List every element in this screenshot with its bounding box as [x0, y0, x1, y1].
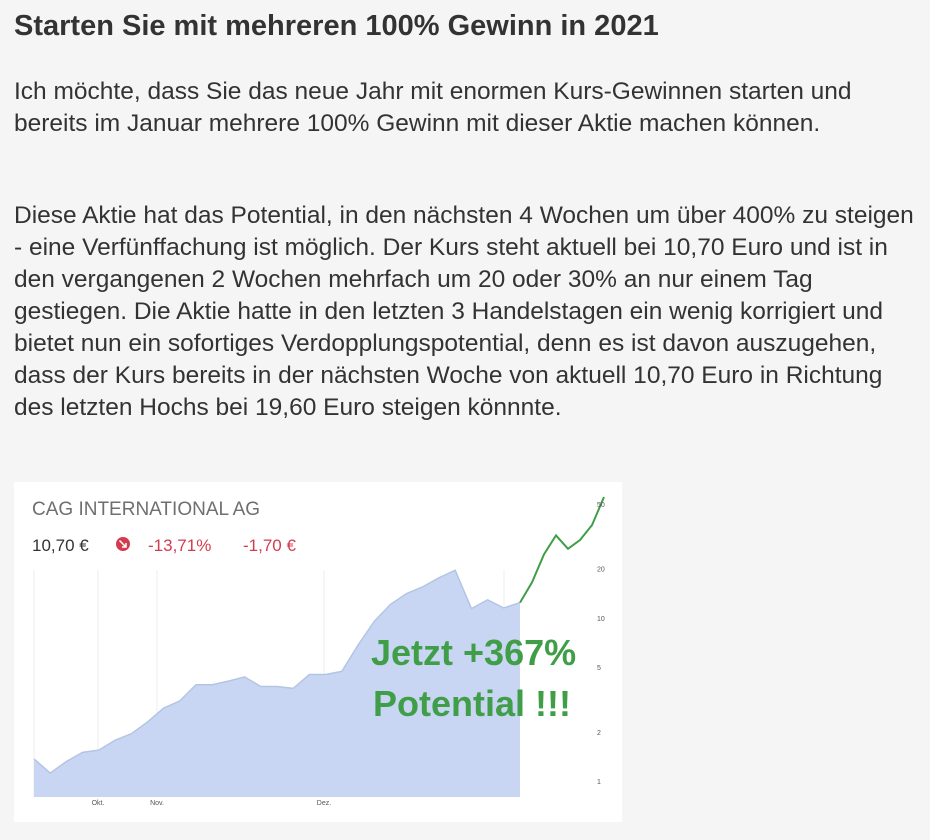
y-tick-label: 1: [597, 779, 601, 786]
projection-line: [519, 496, 605, 604]
y-tick-label: 2: [597, 730, 601, 737]
price-area: [34, 570, 520, 797]
y-tick-label: 20: [597, 567, 605, 574]
x-tick-label: Nov.: [150, 800, 164, 807]
y-tick-label: 50: [597, 502, 605, 509]
x-tick-label: Okt.: [92, 800, 105, 807]
article-title: Starten Sie mit mehreren 100% Gewinn in …: [14, 10, 659, 42]
annotation-line-2: Potential !!!: [373, 683, 571, 724]
article-paragraph-intro: Ich möchte, dass Sie das neue Jahr mit e…: [14, 78, 852, 137]
price-line: [33, 569, 521, 775]
stock-price: 10,70 €: [32, 536, 89, 555]
y-tick-label: 10: [597, 616, 605, 623]
x-axis-ticks: Okt. Nov. Dez.: [92, 800, 332, 807]
annotation-line-1: Jetzt +367%: [371, 632, 576, 673]
stock-chart: 1 2 5 10 20 50 Okt. Nov. Dez. CAG INTERNATIONAL…: [32, 496, 605, 807]
stock-change-absolute: -1,70 €: [243, 536, 296, 555]
stock-chart-card: 1 2 5 10 20 50 Okt. Nov. Dez. CAG INTERNATIONAL…: [14, 482, 622, 822]
y-axis-ticks: 1 2 5 10 20 50: [597, 502, 605, 786]
article-paragraph-details: Diese Aktie hat das Potential, in den nä…: [14, 202, 914, 421]
stock-change-percent: -13,71%: [148, 536, 211, 555]
y-tick-label: 5: [597, 665, 601, 672]
stock-name: CAG INTERNATIONAL AG: [32, 499, 260, 520]
down-arrow-icon: [116, 537, 130, 551]
x-tick-label: Dez.: [317, 800, 331, 807]
